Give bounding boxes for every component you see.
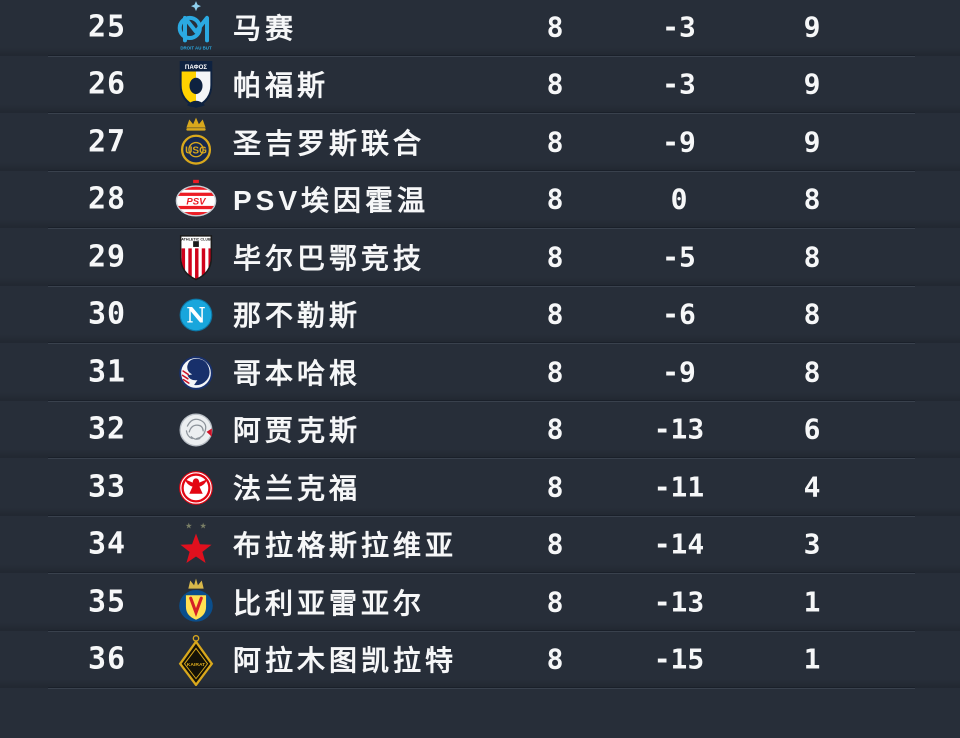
goal-difference-value: -6	[662, 297, 696, 331]
table-row[interactable]: 36 KAIRAT 阿拉木图凯拉特 8 -15 1	[0, 631, 960, 689]
matches-played-value: 8	[546, 355, 564, 389]
pafos-badge-icon: ΠΑΦΟΣ	[172, 56, 220, 112]
matches-played-value: 8	[546, 10, 564, 44]
table-row[interactable]: 26 ΠΑΦΟΣ 帕福斯 8 -3 9	[0, 56, 960, 114]
kairat-badge-icon: KAIRAT	[172, 631, 220, 687]
table-row[interactable]: 35 比利亚雷亚尔 8 -13 1	[0, 573, 960, 631]
standings-table: 25 DROIT AU BUT 马赛 8 -3 9 26 ΠΑΦΟΣ 帕福斯 8…	[0, 0, 960, 689]
svg-text:DROIT AU BUT: DROIT AU BUT	[180, 45, 212, 50]
points-value: 1	[803, 585, 821, 619]
points-value: 9	[803, 125, 821, 159]
union-sg-badge-icon: USG	[172, 114, 220, 170]
rank-number: 26	[87, 66, 127, 102]
rank-number: 32	[87, 411, 127, 447]
marseille-badge-icon: DROIT AU BUT	[172, 0, 220, 55]
team-name: 哥本哈根	[233, 357, 362, 389]
table-row[interactable]: 27 USG 圣吉罗斯联合 8 -9 9	[0, 113, 960, 171]
points-value: 8	[803, 182, 821, 216]
svg-text:★: ★	[200, 521, 207, 531]
table-row[interactable]: 31 哥本哈根 8 -9 8	[0, 343, 960, 401]
frankfurt-badge-icon	[172, 459, 220, 515]
points-value: 8	[803, 240, 821, 274]
goal-difference-value: 0	[670, 182, 688, 216]
goal-difference-value: -9	[662, 355, 696, 389]
points-value: 6	[803, 412, 821, 446]
team-name: 阿贾克斯	[233, 415, 362, 447]
table-row[interactable]: 32 阿贾克斯 8 -13 6	[0, 401, 960, 459]
team-name: 法兰克福	[233, 472, 362, 504]
table-row[interactable]: 25 DROIT AU BUT 马赛 8 -3 9	[0, 0, 960, 56]
goal-difference-value: -13	[653, 585, 705, 619]
rank-number: 29	[87, 239, 127, 275]
table-row[interactable]: 29 ATHLETIC CLUB 毕尔巴鄂竞技 8 -5 8	[0, 228, 960, 286]
matches-played-value: 8	[546, 470, 564, 504]
svg-text:USG: USG	[185, 145, 207, 156]
rank-number: 36	[87, 641, 127, 677]
team-name: 那不勒斯	[233, 300, 362, 332]
matches-played-value: 8	[546, 67, 564, 101]
goal-difference-value: -14	[653, 527, 705, 561]
table-row[interactable]: 33 法兰克福 8 -11 4	[0, 458, 960, 516]
rank-number: 27	[87, 124, 127, 160]
rank-number: 35	[87, 584, 127, 620]
rank-number: 34	[87, 526, 127, 562]
goal-difference-value: -9	[662, 125, 696, 159]
rank-number: 25	[87, 9, 127, 45]
slavia-prague-badge-icon: ★ ★	[172, 516, 220, 572]
team-name: 圣吉罗斯联合	[233, 127, 426, 159]
points-value: 1	[803, 642, 821, 676]
team-name: 毕尔巴鄂竞技	[233, 242, 426, 274]
rank-number: 28	[87, 181, 127, 217]
svg-text:KAIRAT: KAIRAT	[187, 662, 205, 668]
team-name: PSV埃因霍温	[233, 185, 430, 217]
rank-number: 31	[87, 354, 127, 390]
team-name: 帕福斯	[233, 70, 330, 102]
goal-difference-value: -11	[653, 470, 705, 504]
points-value: 4	[803, 470, 821, 504]
table-row[interactable]: 30 N 那不勒斯 8 -6 8	[0, 286, 960, 344]
matches-played-value: 8	[546, 412, 564, 446]
svg-text:★: ★	[185, 521, 192, 531]
matches-played-value: 8	[546, 125, 564, 159]
goal-difference-value: -3	[662, 10, 696, 44]
team-name: 布拉格斯拉维亚	[233, 530, 458, 562]
team-name: 马赛	[233, 12, 298, 44]
goal-difference-value: -13	[653, 412, 705, 446]
svg-text:ΠΑΦΟΣ: ΠΑΦΟΣ	[185, 64, 207, 71]
copenhagen-badge-icon	[172, 344, 220, 400]
matches-played-value: 8	[546, 585, 564, 619]
psv-badge-icon: PSV	[172, 171, 220, 227]
table-row[interactable]: 34 ★ ★ 布拉格斯拉维亚 8 -14 3	[0, 516, 960, 574]
points-value: 8	[803, 297, 821, 331]
matches-played-value: 8	[546, 527, 564, 561]
ajax-badge-icon	[172, 401, 220, 457]
athletic-bilbao-badge-icon: ATHLETIC CLUB	[172, 229, 220, 285]
matches-played-value: 8	[546, 182, 564, 216]
napoli-badge-icon: N	[172, 286, 220, 342]
table-row[interactable]: 28 PSV PSV埃因霍温 8 0 8	[0, 171, 960, 229]
rank-number: 30	[87, 296, 127, 332]
matches-played-value: 8	[546, 240, 564, 274]
svg-text:N: N	[186, 303, 205, 328]
goal-difference-value: -5	[662, 240, 696, 274]
matches-played-value: 8	[546, 642, 564, 676]
points-value: 8	[803, 355, 821, 389]
points-value: 9	[803, 10, 821, 44]
points-value: 3	[803, 527, 821, 561]
goal-difference-value: -15	[653, 642, 705, 676]
points-value: 9	[803, 67, 821, 101]
rank-number: 33	[87, 469, 127, 505]
matches-played-value: 8	[546, 297, 564, 331]
svg-text:PSV: PSV	[186, 197, 207, 208]
goal-difference-value: -3	[662, 67, 696, 101]
villarreal-badge-icon	[172, 574, 220, 630]
team-name: 比利亚雷亚尔	[233, 587, 426, 619]
team-name: 阿拉木图凯拉特	[233, 645, 458, 677]
svg-text:ATHLETIC CLUB: ATHLETIC CLUB	[181, 237, 211, 241]
